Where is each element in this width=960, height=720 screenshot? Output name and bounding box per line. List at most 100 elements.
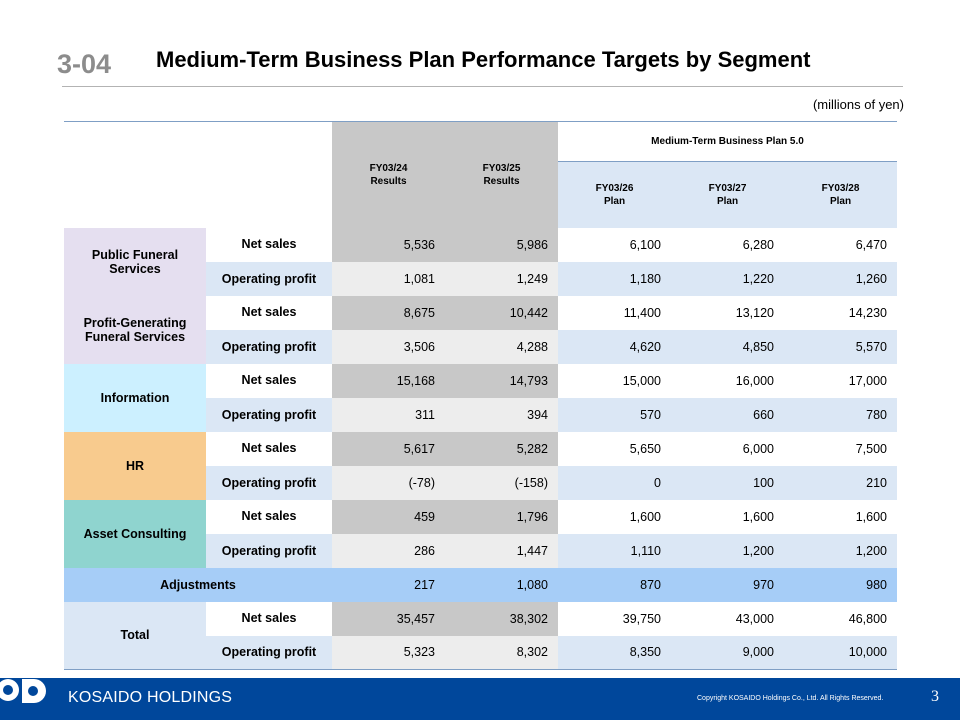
unit-note: (millions of yen) [812,97,904,112]
value-cell: 4,850 [671,329,784,364]
value-cell: 6,000 [671,431,784,466]
value-cell: 16,000 [671,363,784,398]
segment-total: Total [64,601,206,670]
value-cell: 1,600 [558,499,671,534]
segment-targets-table: FY03/24 Results FY03/25 Results Medium-T… [64,121,897,670]
copyright-text: Copyright KOSAIDO Holdings Co., Ltd. All… [697,695,884,702]
table-row: Total Net sales 35,457 38,302 39,750 43,… [64,601,897,670]
value-cell: 870 [558,567,671,602]
header-row-top: FY03/24 Results FY03/25 Results Medium-T… [64,121,897,228]
header-fy25-sub: Results [483,175,520,187]
segment-label-line: Profit-Generating [83,315,187,330]
segment-label-line: Asset Consulting [83,526,187,541]
value-cell: 1,249 [445,261,558,296]
brand-name: KOSAIDO HOLDINGS [68,689,233,706]
header-fy26-sub: Plan [603,195,626,207]
header-fy24-year: FY03/24 [369,162,408,174]
table-row: Operating profit 1,081 1,249 1,180 1,220… [64,261,897,296]
value-cell: 4,288 [445,329,558,364]
value-cell: 3,506 [332,329,445,364]
segment-public-funeral: Public Funeral Services [64,227,206,296]
value-cell: 5,650 [558,431,671,466]
table-row: Information Net sales 15,168 14,793 15,0… [64,363,897,432]
value-cell: 1,081 [332,261,445,296]
metric-net-sales: Net sales [206,431,332,466]
segment-hr: HR [64,431,206,500]
value-cell: (-158) [445,465,558,500]
value-cell: 46,800 [784,601,897,636]
adjustments-row: Adjustments 217 1,080 870 970 980 [64,567,897,602]
table-row: Operating profit (-78) (-158) 0 100 210 [64,465,897,500]
value-cell: 311 [332,397,445,432]
metric-operating-profit: Operating profit [206,465,332,500]
value-cell: 14,793 [445,363,558,398]
value-cell: 459 [332,499,445,534]
segment-asset-consulting: Asset Consulting [64,499,206,568]
value-cell: 17,000 [784,363,897,398]
segment-label-line: Funeral Services [84,329,186,344]
value-cell: 1,180 [558,261,671,296]
segment-information: Information [64,363,206,432]
metric-operating-profit: Operating profit [206,397,332,432]
title-divider [62,86,903,87]
value-cell: 10,000 [784,635,897,670]
table-row: Operating profit 311 394 570 660 780 [64,397,897,432]
table-row: Operating profit 5,323 8,302 8,350 9,000… [64,635,897,670]
value-cell: 8,302 [445,635,558,670]
metric-operating-profit: Operating profit [206,261,332,296]
value-cell: 15,000 [558,363,671,398]
segment-label-line: HR [125,458,145,473]
value-cell: 1,796 [445,499,558,534]
segment-label-line: Public Funeral [91,247,179,262]
value-cell: 35,457 [332,601,445,636]
header-fy28-sub: Plan [829,195,852,207]
header-fy27: FY03/27 Plan [671,161,784,228]
table-row: HR Net sales 5,617 5,282 5,650 6,000 7,5… [64,431,897,500]
table-row: Operating profit 3,506 4,288 4,620 4,850… [64,329,897,364]
value-cell: 5,986 [445,227,558,262]
value-cell: 6,280 [671,227,784,262]
value-cell: 1,447 [445,533,558,568]
header-fy26: FY03/26 Plan [558,161,671,228]
page-number: 3 [931,688,939,705]
header-fy28: FY03/28 Plan [784,161,897,228]
value-cell: 1,600 [671,499,784,534]
value-cell: 980 [784,567,897,602]
metric-net-sales: Net sales [206,295,332,330]
value-cell: 5,536 [332,227,445,262]
value-cell: 15,168 [332,363,445,398]
value-cell: 780 [784,397,897,432]
value-cell: 39,750 [558,601,671,636]
header-fy24: FY03/24 Results [332,121,445,228]
value-cell: 38,302 [445,601,558,636]
header-fy28-year: FY03/28 [821,182,860,194]
value-cell: 1,260 [784,261,897,296]
page-title: Medium-Term Business Plan Performance Ta… [156,47,811,72]
header-fy27-year: FY03/27 [708,182,747,194]
value-cell: 9,000 [671,635,784,670]
value-cell: 13,120 [671,295,784,330]
footer-bar [0,678,960,720]
value-cell: 5,282 [445,431,558,466]
header-fy26-year: FY03/26 [595,182,634,194]
header-fy25-year: FY03/25 [482,162,521,174]
kosaido-logo-icon [0,679,46,703]
header-plan-group: Medium-Term Business Plan 5.0 [558,121,897,162]
value-cell: 11,400 [558,295,671,330]
value-cell: 970 [671,567,784,602]
metric-operating-profit: Operating profit [206,635,332,670]
segment-profit-generating-funeral: Profit-Generating Funeral Services [64,295,206,364]
value-cell: 394 [445,397,558,432]
value-cell: 286 [332,533,445,568]
metric-net-sales: Net sales [206,601,332,636]
value-cell: 1,110 [558,533,671,568]
adjustments-label: Adjustments [64,567,332,602]
table-row: Operating profit 286 1,447 1,110 1,200 1… [64,533,897,568]
value-cell: 1,220 [671,261,784,296]
table-row: Asset Consulting Net sales 459 1,796 1,6… [64,499,897,568]
value-cell: 8,350 [558,635,671,670]
table-row: Profit-Generating Funeral Services Net s… [64,295,897,364]
value-cell: 4,620 [558,329,671,364]
value-cell: 43,000 [671,601,784,636]
value-cell: 100 [671,465,784,500]
